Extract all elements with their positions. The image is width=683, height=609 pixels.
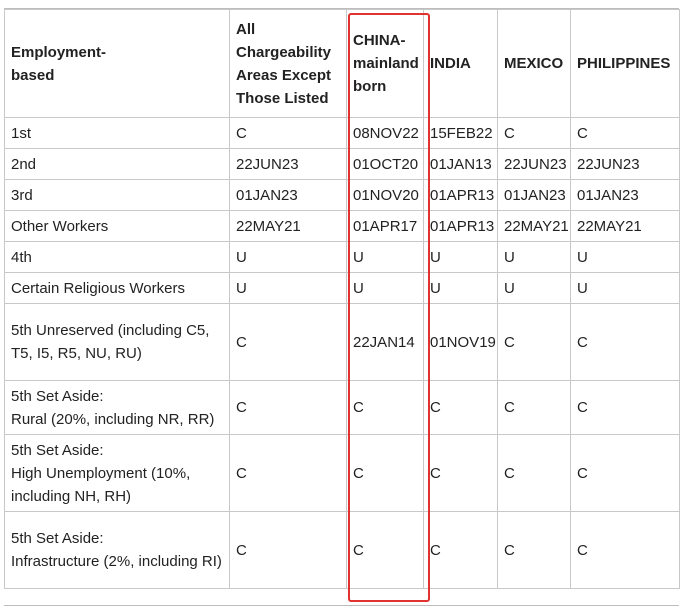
date-cell: 22MAY21 xyxy=(570,210,680,242)
date-cell: C xyxy=(423,434,498,512)
header-china: CHINA- mainland born xyxy=(346,9,424,118)
row-category-cell: 2nd xyxy=(4,148,230,180)
date-cell: C xyxy=(497,511,571,589)
date-cell: U xyxy=(229,241,347,273)
row-category-cell: 5th Set Aside: Infrastructure (2%, inclu… xyxy=(4,511,230,589)
table-row: 4th U U U U U xyxy=(4,241,680,273)
date-cell: U xyxy=(497,241,571,273)
date-cell: U xyxy=(570,241,680,273)
row-category-cell: 3rd xyxy=(4,179,230,211)
date-cell: C xyxy=(423,380,498,435)
table-row: 5th Set Aside: Infrastructure (2%, inclu… xyxy=(4,511,680,589)
employment-based-dates-table: Employment- based All Chargeability Area… xyxy=(4,9,680,589)
date-cell: 01JAN13 xyxy=(423,148,498,180)
date-cell: 22JUN23 xyxy=(497,148,571,180)
date-cell: 01APR13 xyxy=(423,210,498,242)
date-cell: 22JAN14 xyxy=(346,303,424,381)
date-cell: C xyxy=(229,117,347,149)
table-row: Certain Religious Workers U U U U U xyxy=(4,272,680,304)
table-row: Other Workers 22MAY21 01APR17 01APR13 22MAY2… xyxy=(4,210,680,242)
date-cell: C xyxy=(570,303,680,381)
row-category-cell: 1st xyxy=(4,117,230,149)
date-cell: 01JAN23 xyxy=(497,179,571,211)
date-cell: U xyxy=(229,272,347,304)
header-philippines: PHILIPPINES xyxy=(570,9,680,118)
date-cell: 01APR13 xyxy=(423,179,498,211)
date-cell: C xyxy=(229,380,347,435)
row-category-cell: 5th Unreserved (including C5, T5, I5, R5… xyxy=(4,303,230,381)
date-cell: C xyxy=(423,511,498,589)
date-cell: 01JAN23 xyxy=(570,179,680,211)
date-cell: C xyxy=(497,303,571,381)
table-row: 5th Unreserved (including C5, T5, I5, R5… xyxy=(4,303,680,381)
table-row: 2nd 22JUN23 01OCT20 01JAN13 22JUN23 22JUN23 xyxy=(4,148,680,180)
table-header-row: Employment- based All Chargeability Area… xyxy=(4,9,680,118)
date-cell: U xyxy=(346,241,424,273)
date-cell: 01NOV20 xyxy=(346,179,424,211)
date-cell: 22JUN23 xyxy=(229,148,347,180)
date-cell: 01NOV19 xyxy=(423,303,498,381)
date-cell: C xyxy=(497,380,571,435)
row-category-cell: Other Workers xyxy=(4,210,230,242)
row-category-cell: Certain Religious Workers xyxy=(4,272,230,304)
date-cell: C xyxy=(346,380,424,435)
date-cell: 01JAN23 xyxy=(229,179,347,211)
table-row: 5th Set Aside: High Unemployment (10%, i… xyxy=(4,434,680,512)
date-cell: C xyxy=(570,117,680,149)
row-category-cell: 4th xyxy=(4,241,230,273)
header-all-chargeability: All Chargeability Areas Except Those Lis… xyxy=(229,9,347,118)
header-india: INDIA xyxy=(423,9,498,118)
date-cell: 08NOV22 xyxy=(346,117,424,149)
table-row: 1st C 08NOV22 15FEB22 C C xyxy=(4,117,680,149)
date-cell: C xyxy=(570,511,680,589)
date-cell: 15FEB22 xyxy=(423,117,498,149)
date-cell: 22MAY21 xyxy=(497,210,571,242)
date-cell: C xyxy=(497,117,571,149)
date-cell: U xyxy=(570,272,680,304)
header-mexico: MEXICO xyxy=(497,9,571,118)
date-cell: C xyxy=(570,380,680,435)
date-cell: 01OCT20 xyxy=(346,148,424,180)
date-cell: U xyxy=(423,241,498,273)
date-cell: C xyxy=(229,511,347,589)
date-cell: 22MAY21 xyxy=(229,210,347,242)
visa-bulletin-table-container: Employment- based All Chargeability Area… xyxy=(4,8,680,606)
row-category-cell: 5th Set Aside: High Unemployment (10%, i… xyxy=(4,434,230,512)
date-cell: C xyxy=(497,434,571,512)
date-cell: C xyxy=(229,434,347,512)
date-cell: C xyxy=(570,434,680,512)
date-cell: C xyxy=(346,511,424,589)
date-cell: U xyxy=(497,272,571,304)
date-cell: U xyxy=(346,272,424,304)
table-row: 5th Set Aside: Rural (20%, including NR,… xyxy=(4,380,680,435)
table-row: 3rd 01JAN23 01NOV20 01APR13 01JAN23 01JAN23 xyxy=(4,179,680,211)
date-cell: 01APR17 xyxy=(346,210,424,242)
date-cell: 22JUN23 xyxy=(570,148,680,180)
header-employment-based: Employment- based xyxy=(4,9,230,118)
date-cell: C xyxy=(346,434,424,512)
date-cell: U xyxy=(423,272,498,304)
date-cell: C xyxy=(229,303,347,381)
row-category-cell: 5th Set Aside: Rural (20%, including NR,… xyxy=(4,380,230,435)
